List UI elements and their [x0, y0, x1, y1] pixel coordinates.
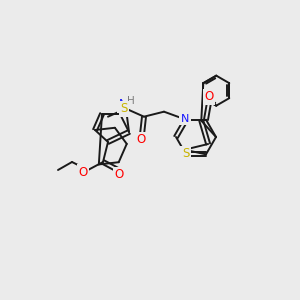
Text: N: N [181, 114, 189, 124]
Text: O: O [78, 166, 88, 178]
Text: O: O [205, 91, 214, 103]
Text: S: S [120, 103, 128, 116]
Text: H: H [127, 96, 135, 106]
Text: S: S [182, 147, 189, 160]
Text: N: N [118, 98, 127, 111]
Text: O: O [136, 133, 146, 146]
Text: N: N [181, 150, 189, 160]
Text: O: O [114, 169, 124, 182]
